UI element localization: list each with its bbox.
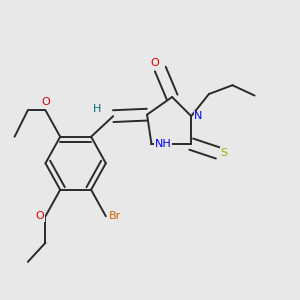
Text: O: O (41, 97, 50, 107)
Text: Br: Br (109, 211, 121, 221)
Text: H: H (93, 104, 101, 114)
Text: O: O (35, 211, 44, 221)
Text: S: S (221, 148, 228, 158)
Text: N: N (194, 111, 202, 121)
Text: O: O (150, 58, 159, 68)
Text: NH: NH (154, 139, 171, 149)
